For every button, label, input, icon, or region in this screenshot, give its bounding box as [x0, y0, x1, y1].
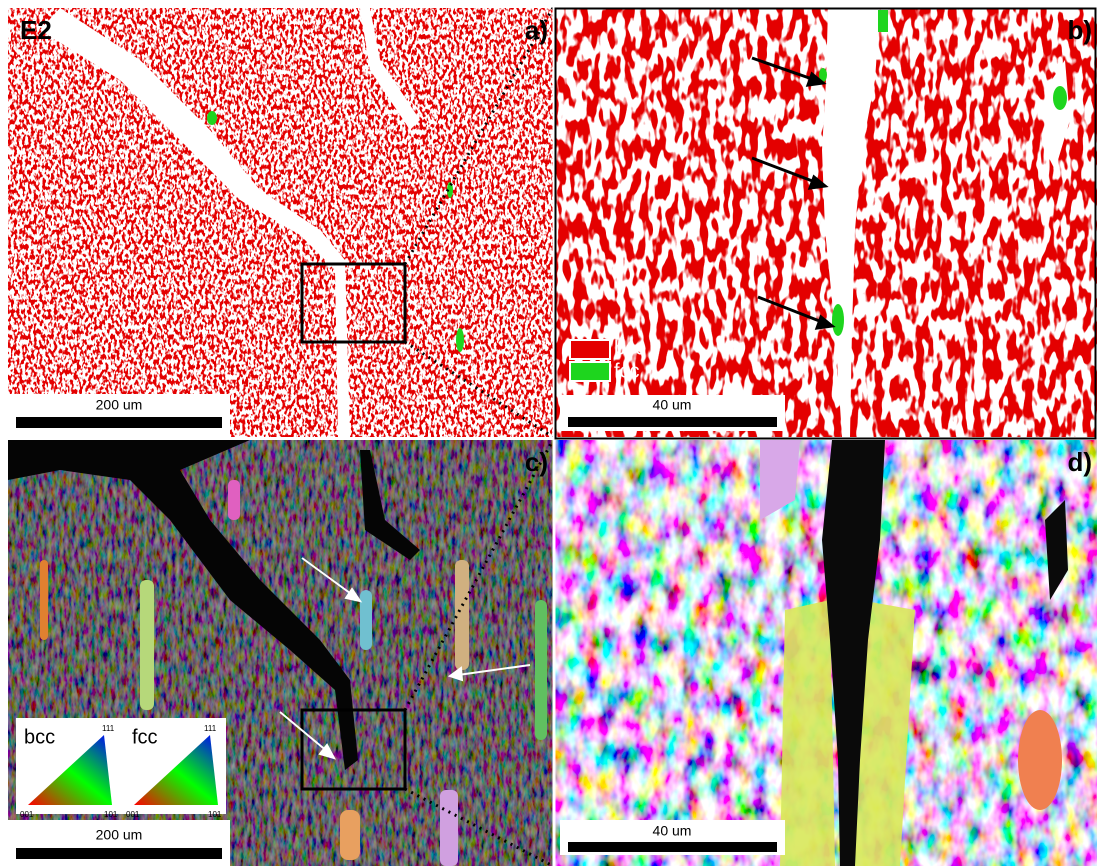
- panel-label: c): [525, 447, 548, 477]
- fcc-grain: [780, 600, 835, 866]
- fcc-grain: [1053, 86, 1067, 110]
- grain: [1018, 710, 1062, 810]
- ipf-phase: bcc: [24, 726, 55, 748]
- legend-label: fcc: [614, 360, 640, 382]
- panel-c: c) bcc 111 001 101 fcc 111 001 101 200 u…: [8, 440, 553, 866]
- fcc-grain: [832, 304, 844, 336]
- legend-label: bcc: [614, 337, 645, 359]
- figure-label: E2: [20, 15, 52, 45]
- scale-bar: [16, 848, 222, 859]
- figure: E2 a) 200 um b) bcc fcc 40 um: [0, 0, 1097, 866]
- fcc-grain: [878, 10, 888, 32]
- panel-label: b): [1067, 15, 1092, 45]
- ipf-corner: 001: [20, 810, 34, 819]
- ipf-corner: 101: [104, 810, 118, 819]
- legend-swatch: [570, 362, 610, 381]
- scale-bar-label: 200 um: [96, 827, 143, 843]
- panel-label: a): [525, 15, 548, 45]
- panel-b: b) bcc fcc 40 um: [555, 8, 1097, 437]
- scale-bar-label: 200 um: [96, 397, 143, 413]
- fcc-grain: [456, 328, 464, 352]
- ipf-phase: fcc: [132, 726, 158, 748]
- scale-bar: [568, 417, 777, 427]
- scale-bar: [568, 842, 777, 852]
- panel-label: d): [1067, 447, 1092, 477]
- legend-swatch: [570, 340, 610, 359]
- ipf-corner: 001: [126, 810, 140, 819]
- panel-a: E2 a) 200 um: [8, 8, 553, 437]
- scale-bar-label: 40 um: [653, 397, 692, 413]
- scale-bar: [16, 417, 222, 428]
- fcc-grain: [207, 111, 217, 125]
- panel-d: d) 40 um: [555, 440, 1097, 866]
- ipf-corner: 101: [208, 810, 222, 819]
- ipf-corner: 111: [204, 724, 217, 733]
- ipf-corner: 111: [102, 724, 115, 733]
- scale-bar-label: 40 um: [653, 823, 692, 839]
